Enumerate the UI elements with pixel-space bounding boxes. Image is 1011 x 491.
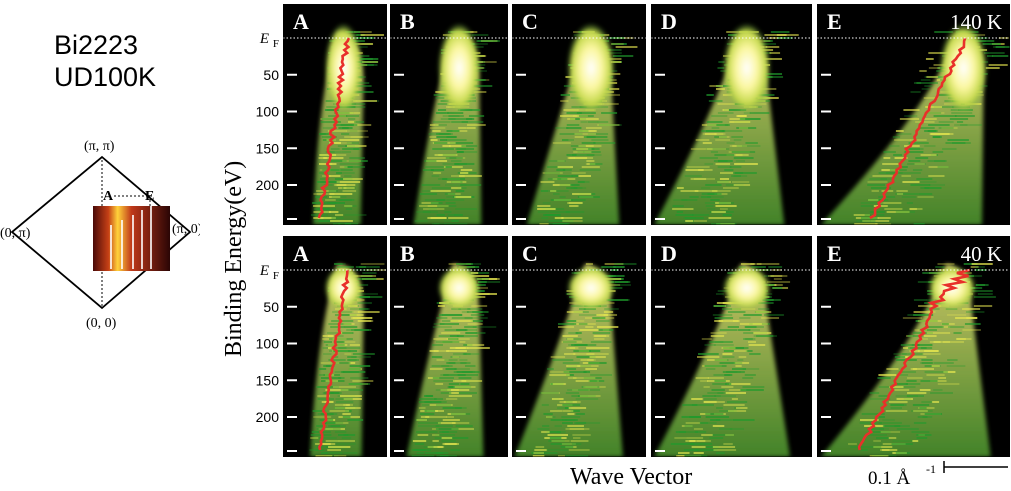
arpes-panel-b: B xyxy=(390,236,508,457)
sample-doping: UD100K xyxy=(54,62,157,92)
y-tick-label: 150 xyxy=(256,372,280,388)
fermi-energy-label: E xyxy=(259,263,269,279)
fermi-energy-label: E xyxy=(259,31,269,47)
scale-bar: 0.1 Å -1 xyxy=(868,461,1008,489)
brillouin-zone-diagram: A E (π, π) (0, π) (π, 0) (0, 0) xyxy=(0,139,200,330)
y-tick-label: 200 xyxy=(256,177,280,193)
arpes-panel-a: A xyxy=(283,236,387,457)
dispersion-curve xyxy=(857,268,971,451)
scale-bar-label: 0.1 Å xyxy=(868,468,911,489)
arpes-panel-d: D xyxy=(651,4,812,225)
panel-label: A xyxy=(293,241,309,266)
panel-label: D xyxy=(661,9,677,34)
y-tick-label: 50 xyxy=(263,299,279,315)
panel-label: C xyxy=(522,9,538,34)
arpes-panel-b: B xyxy=(390,4,508,225)
sample-name: Bi2223 xyxy=(54,30,139,60)
fermi-energy-subscript: F xyxy=(273,270,279,282)
panel-label: E xyxy=(827,9,842,34)
dispersion-curve xyxy=(318,270,350,451)
panel-label: E xyxy=(827,241,842,266)
dispersion-curve xyxy=(317,37,351,219)
panel-label: A xyxy=(293,9,309,34)
fermi-energy-subscript: F xyxy=(273,38,279,50)
y-tick-label: 50 xyxy=(263,67,279,83)
cut-label-start: A xyxy=(103,189,114,204)
panel-label: B xyxy=(400,241,415,266)
cut-lines xyxy=(110,206,152,269)
arpes-panel-e: E 40 K xyxy=(817,236,1010,457)
arpes-panel-c: C xyxy=(512,4,646,225)
y-axis-label: Binding Energy(eV) xyxy=(221,161,247,357)
arpes-panel-a: A xyxy=(283,4,387,225)
temperature-label: 40 K xyxy=(961,242,1002,266)
y-tick-label: 200 xyxy=(256,409,280,425)
cut-label-end: E xyxy=(145,189,154,204)
fermi-surface-map xyxy=(93,206,170,271)
panel-label: C xyxy=(522,241,538,266)
arpes-panel-e: E 140 K xyxy=(817,4,1010,225)
panel-label: B xyxy=(400,9,415,34)
arpes-panel-d: D xyxy=(651,236,812,457)
panel-label: D xyxy=(661,241,677,266)
y-tick-label: 150 xyxy=(256,140,280,156)
scale-bar-exponent: -1 xyxy=(926,462,936,476)
bz-label-right: (π, 0) xyxy=(172,222,200,237)
dispersion-curve xyxy=(869,37,967,220)
y-tick-label: 100 xyxy=(256,336,280,352)
bz-label-left: (0, π) xyxy=(0,226,31,241)
temperature-label: 140 K xyxy=(950,10,1002,34)
bz-label-bottom: (0, 0) xyxy=(86,316,117,330)
arpes-panel-c: C xyxy=(512,236,646,457)
y-tick-label: 100 xyxy=(256,104,280,120)
bz-label-top: (π, π) xyxy=(84,139,115,154)
x-axis-label: Wave Vector xyxy=(570,464,692,490)
